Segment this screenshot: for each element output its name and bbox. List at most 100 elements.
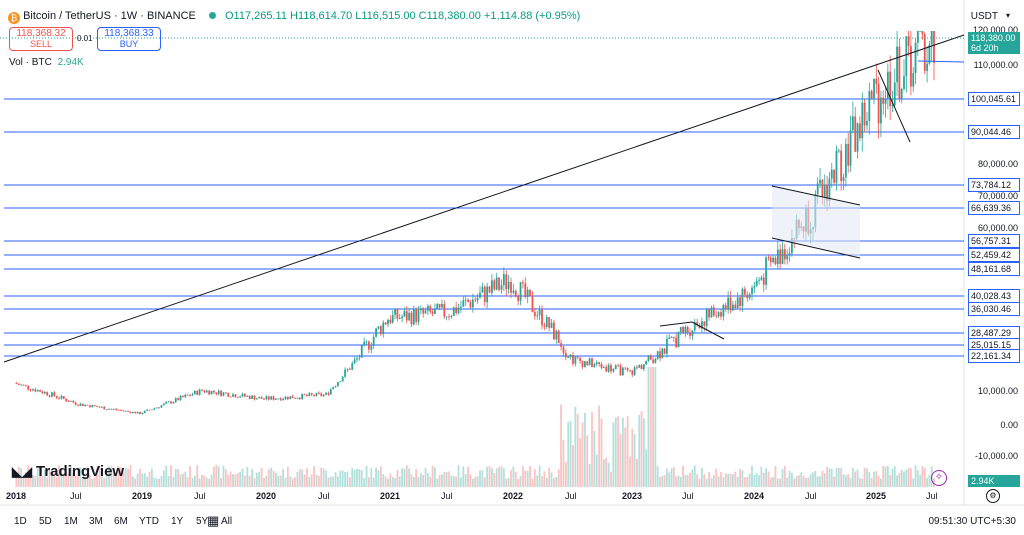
candle-body — [517, 296, 520, 301]
candle-body — [624, 367, 627, 369]
volume-bar — [483, 477, 486, 487]
candle-body — [251, 395, 253, 399]
volume-bar — [708, 471, 710, 487]
volume-bar — [712, 475, 715, 487]
volume-bar — [275, 472, 277, 487]
range-button-all[interactable]: All — [221, 516, 233, 527]
volume-legend[interactable]: Vol · BTC 2.94K — [9, 57, 84, 68]
volume-bar — [58, 465, 60, 487]
volume-bar — [313, 466, 315, 487]
ai-assistant-icon[interactable]: ✧ — [931, 470, 947, 486]
candle-body — [263, 398, 265, 400]
candle-body — [538, 309, 541, 316]
volume-bar — [203, 475, 206, 487]
candle-body — [457, 307, 460, 314]
volume-bar — [103, 478, 106, 487]
currency-label[interactable]: USDT — [970, 11, 998, 22]
range-button-5d[interactable]: 5D — [39, 516, 52, 527]
buy-button[interactable]: 118,368.33 BUY — [97, 27, 161, 51]
candle-body — [232, 394, 234, 397]
candle-body — [370, 345, 373, 350]
range-button-1d[interactable]: 1D — [14, 516, 27, 527]
price-axis-label: 120,000.00 — [972, 25, 1018, 35]
candle-body — [645, 360, 648, 365]
candle-body — [748, 294, 751, 298]
volume-bar — [607, 462, 610, 487]
support-resistance-levels — [4, 98, 964, 357]
buy-label: BUY — [119, 39, 139, 49]
settings-gear-icon[interactable]: ⚙ — [986, 489, 1000, 503]
volume-bar — [798, 475, 800, 487]
volume-bar — [574, 406, 577, 487]
volume-bar — [828, 468, 831, 487]
volume-bar — [205, 477, 208, 487]
candle-body — [545, 317, 548, 327]
volume-bar — [572, 445, 574, 487]
volume-bar — [645, 449, 648, 487]
candle-body — [36, 389, 39, 392]
candle-body — [155, 407, 158, 409]
volume-bar — [91, 478, 94, 487]
candle-body — [67, 401, 70, 402]
volume-bar — [160, 475, 163, 487]
wedge-line-top — [659, 321, 693, 327]
symbol-title[interactable]: ₿ Bitcoin / TetherUS · 1W · BINANCE O117… — [8, 10, 580, 24]
candle-body — [710, 307, 713, 318]
volume-bar — [536, 475, 539, 487]
candle-body — [583, 361, 586, 367]
clock-display[interactable]: 09:51:30 UTC+5:30 — [928, 516, 1016, 527]
range-button-6m[interactable]: 6M — [114, 516, 128, 527]
price-axis-label: -10,000.00 — [974, 451, 1018, 461]
candle-body — [391, 314, 394, 323]
volume-bar — [426, 473, 429, 487]
calendar-icon[interactable]: ▦ — [207, 513, 220, 528]
candle-body — [779, 249, 782, 264]
candle-body — [372, 336, 375, 346]
volume-bar — [286, 466, 289, 487]
volume-bar — [294, 477, 296, 487]
candle-body — [921, 31, 924, 35]
volume-bar — [689, 472, 691, 487]
range-button-3m[interactable]: 3M — [89, 516, 103, 527]
candle-body — [103, 406, 106, 410]
candle-body — [234, 394, 237, 398]
volume-bar — [741, 469, 744, 487]
volume-bar — [758, 475, 760, 487]
candle-body — [301, 393, 304, 399]
volume-bar — [389, 473, 392, 487]
volume-bar — [443, 472, 446, 487]
candle-body — [129, 411, 132, 414]
volume-bar — [619, 433, 622, 487]
candle-body — [236, 397, 239, 399]
range-button-ytd[interactable]: YTD — [139, 516, 159, 527]
candle-body — [522, 282, 524, 284]
volume-bar — [258, 472, 261, 487]
dropdown-icon[interactable]: ▾ — [1006, 11, 1011, 20]
candle-body — [491, 280, 493, 293]
candle-body — [500, 285, 503, 290]
volume-bar — [802, 475, 805, 487]
candle-body — [479, 292, 481, 298]
candle-body — [32, 389, 34, 391]
candle-body — [93, 405, 96, 407]
volume-bar — [638, 414, 641, 487]
volume-bar — [448, 471, 450, 487]
range-button-5y[interactable]: 5Y — [196, 516, 209, 527]
volume-bar — [289, 476, 292, 487]
time-axis-label: Jul — [441, 491, 453, 501]
candle-body — [631, 370, 634, 375]
candle-body — [602, 366, 605, 368]
candle-body — [306, 395, 308, 396]
range-button-1y[interactable]: 1Y — [171, 516, 184, 527]
volume-bar — [505, 478, 508, 487]
candle-body — [275, 398, 277, 400]
volume-bar — [767, 471, 770, 487]
candle-body — [729, 297, 732, 311]
sell-button[interactable]: 118,368.32 SELL — [9, 27, 73, 51]
candle-body — [830, 169, 833, 179]
volume-bar — [248, 475, 251, 487]
range-button-1m[interactable]: 1M — [64, 516, 78, 527]
volume-bar — [647, 367, 650, 487]
volume-bar — [703, 474, 706, 487]
